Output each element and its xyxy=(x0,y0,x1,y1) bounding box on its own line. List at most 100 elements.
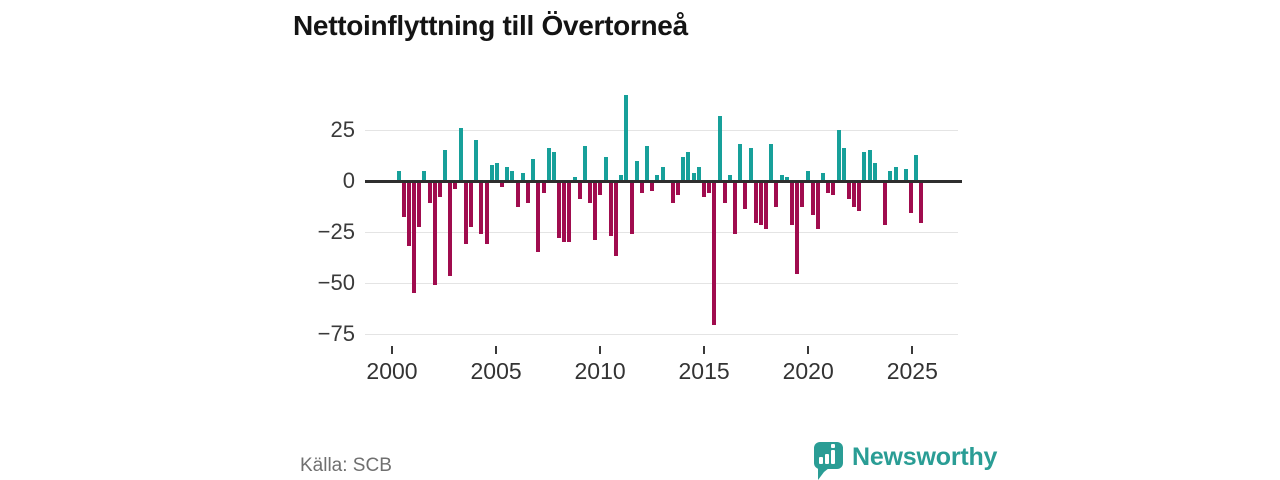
chart-bar xyxy=(448,182,453,277)
chart-bar xyxy=(562,182,567,242)
chart-bar xyxy=(401,182,406,218)
chart-bar xyxy=(619,174,624,181)
chart-bar xyxy=(779,174,784,181)
x-axis-tick-label: 2005 xyxy=(470,358,522,384)
chart-bar xyxy=(515,182,520,207)
chart-bar xyxy=(437,182,442,197)
chart-bar xyxy=(484,182,489,244)
chart-bar xyxy=(800,182,805,207)
chart-bar xyxy=(686,152,691,181)
chart-bar xyxy=(396,170,401,181)
chart-bar xyxy=(639,182,644,193)
chart-bar xyxy=(748,148,753,181)
chart-bar xyxy=(707,182,712,193)
logo-speech-bubble-tail-icon xyxy=(818,468,829,480)
chart-bar xyxy=(546,148,551,181)
chart-bar xyxy=(572,176,577,181)
chart-title: Nettoinflyttning till Övertorneå xyxy=(293,10,688,41)
newsworthy-logo-text: Newsworthy xyxy=(852,443,998,471)
chart-bar xyxy=(608,182,613,236)
chart-bar xyxy=(634,160,639,181)
chart-bar xyxy=(536,182,541,252)
gridline xyxy=(365,334,958,335)
chart-bar xyxy=(505,166,510,181)
y-axis-tick-label: −50 xyxy=(317,270,355,295)
chart-bar xyxy=(417,182,422,228)
chart-bar xyxy=(670,182,675,203)
chart-bar xyxy=(494,162,499,181)
y-axis-tick-label: 25 xyxy=(330,117,355,142)
chart-bar xyxy=(831,182,836,195)
logo-mini-bar-icon xyxy=(825,454,829,464)
chart-bar xyxy=(784,176,789,181)
chart-bar xyxy=(841,148,846,181)
chart-bar xyxy=(676,182,681,195)
chart-bar xyxy=(432,182,437,285)
chart-bar xyxy=(836,130,841,181)
chart-bar xyxy=(520,172,525,181)
chart-bar xyxy=(821,172,825,181)
x-axis-tick-mark xyxy=(495,346,498,354)
chart-bar xyxy=(846,182,851,199)
logo-mini-bar-icon xyxy=(831,450,835,464)
chart-bar xyxy=(412,182,416,293)
chart-bar xyxy=(557,182,561,238)
x-axis-tick-label: 2000 xyxy=(366,358,418,384)
chart-bar xyxy=(862,152,867,181)
x-axis-zero-line xyxy=(365,179,962,183)
chart-bar xyxy=(909,182,913,214)
chart-bar xyxy=(826,182,831,193)
gridline xyxy=(365,130,958,131)
chart-bar xyxy=(857,182,862,212)
chart-bar xyxy=(479,182,484,234)
x-axis-tick-mark xyxy=(599,346,602,354)
chart-bar xyxy=(795,182,800,275)
x-axis-tick-label: 2015 xyxy=(678,358,730,384)
chart-bar xyxy=(489,164,494,181)
chart-bar xyxy=(500,182,504,187)
chart-bar xyxy=(469,182,473,228)
chart-bar xyxy=(406,182,411,246)
chart-bar xyxy=(867,150,872,181)
chart-bar xyxy=(598,182,603,195)
gridline xyxy=(365,232,958,233)
gridline xyxy=(365,283,958,284)
chart-bar xyxy=(764,182,769,230)
chart-bar xyxy=(774,182,779,207)
chart-bar xyxy=(567,182,572,242)
x-axis-tick-mark xyxy=(911,346,914,354)
chart-bar xyxy=(691,172,696,181)
logo-mini-bar-icon xyxy=(819,457,823,464)
chart-bar xyxy=(681,156,686,181)
chart-bar xyxy=(443,150,448,181)
chart-bar xyxy=(733,182,737,234)
chart-bar xyxy=(427,182,432,203)
chart-bar xyxy=(758,182,763,226)
x-axis-tick-label: 2020 xyxy=(782,358,834,384)
chart-bar xyxy=(815,182,820,230)
chart-bar xyxy=(872,162,877,181)
chart-bar xyxy=(629,182,634,234)
chart-bar xyxy=(903,168,908,181)
chart-bar xyxy=(883,182,888,226)
chart-bar xyxy=(624,95,629,181)
x-axis-tick-label: 2010 xyxy=(574,358,626,384)
newsworthy-logo-icon xyxy=(814,442,843,469)
chart-bar xyxy=(919,182,924,224)
x-axis-tick-mark xyxy=(703,346,706,354)
chart-bar xyxy=(577,182,582,199)
chart-bar xyxy=(738,144,743,181)
chart-bar xyxy=(510,170,515,181)
chart-bar xyxy=(701,182,706,197)
chart-bar xyxy=(753,182,758,224)
chart-bar xyxy=(743,182,748,209)
y-axis-tick-label: 0 xyxy=(342,168,355,193)
chart-bar xyxy=(463,182,468,244)
chart-bar xyxy=(593,182,598,240)
chart-bar xyxy=(541,182,546,193)
chart-bar xyxy=(422,170,427,181)
logo-exclamation-dot-icon xyxy=(831,444,835,448)
chart-bar xyxy=(722,182,727,203)
chart-bar xyxy=(914,154,919,181)
